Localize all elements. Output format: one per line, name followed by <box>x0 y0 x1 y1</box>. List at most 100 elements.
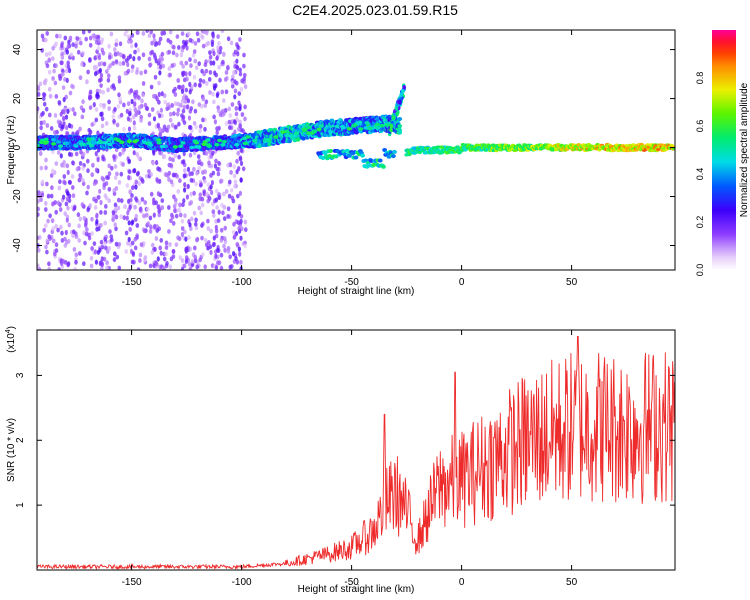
noise-blob <box>197 102 202 107</box>
noise-blob <box>229 187 234 193</box>
noise-blob <box>42 96 46 101</box>
noise-blob <box>114 59 119 64</box>
noise-blob <box>107 171 112 177</box>
noise-blob <box>108 229 112 235</box>
ridge-hotspot <box>79 142 85 146</box>
noise-blob <box>201 252 205 258</box>
noise-blob <box>168 30 173 35</box>
lower-branch-cell <box>381 164 386 169</box>
noise-blob <box>113 107 117 112</box>
noise-streak <box>126 68 130 74</box>
noise-blob <box>164 172 168 178</box>
noise-blob <box>137 200 142 206</box>
noise-blob <box>71 185 75 190</box>
noise-blob <box>53 200 57 205</box>
noise-blob <box>201 43 206 49</box>
noise-blob <box>130 193 134 198</box>
noise-streak <box>98 260 102 266</box>
noise-blob <box>54 161 59 167</box>
noise-blob <box>107 55 112 60</box>
ridge-hotspot <box>178 144 184 148</box>
noise-blob <box>181 108 186 114</box>
noise-blob <box>215 205 219 210</box>
noise-blob <box>51 168 55 174</box>
noise-streak <box>62 109 66 115</box>
noise-blob <box>150 250 155 255</box>
noise-blob <box>137 181 141 187</box>
noise-streak <box>237 166 241 172</box>
noise-blob <box>181 64 185 69</box>
noise-streak <box>132 150 136 156</box>
noise-streak <box>180 231 184 238</box>
noise-streak <box>182 198 186 204</box>
noise-blob <box>116 51 120 56</box>
noise-blob <box>222 243 226 249</box>
noise-blob <box>76 212 81 218</box>
noise-streak <box>127 175 131 181</box>
noise-blob <box>139 242 144 248</box>
noise-streak <box>184 258 188 264</box>
noise-blob <box>194 221 198 227</box>
noise-blob <box>123 204 127 210</box>
noise-blob <box>201 96 206 102</box>
noise-blob <box>172 44 176 50</box>
noise-streak <box>188 222 192 228</box>
noise-blob <box>143 200 147 205</box>
noise-blob <box>74 234 79 239</box>
noise-blob <box>50 185 54 191</box>
heatmap-x-tick-label: -150 <box>122 277 142 288</box>
snr-x-tick-label: 50 <box>566 577 578 588</box>
noise-blob <box>148 263 153 269</box>
noise-streak <box>62 194 66 200</box>
noise-blob <box>74 252 79 258</box>
noise-streak <box>188 171 192 177</box>
snr-y-tick-label: 1 <box>15 502 26 508</box>
noise-blob <box>47 58 51 63</box>
noise-streak <box>188 81 192 87</box>
noise-blob <box>41 110 45 116</box>
upward-feature-cell <box>402 85 407 90</box>
noise-blob <box>64 201 69 207</box>
noise-blob <box>223 236 227 242</box>
noise-blob <box>238 37 242 42</box>
ridge-hotspot <box>189 145 195 150</box>
noise-blob <box>209 228 213 234</box>
noise-blob <box>117 75 122 81</box>
noise-blob <box>236 193 240 199</box>
noise-blob <box>174 213 179 219</box>
noise-blob <box>165 102 170 108</box>
heatmap-y-tick-label: 20 <box>12 93 23 105</box>
noise-blob <box>189 177 194 183</box>
noise-blob <box>113 222 117 227</box>
noise-blob <box>130 240 135 246</box>
noise-blob <box>188 57 192 62</box>
ridge-hotspot <box>293 131 300 135</box>
noise-streak <box>214 265 218 270</box>
noise-blob <box>158 36 163 42</box>
noise-blob <box>47 69 52 75</box>
noise-streak <box>126 116 130 122</box>
noise-blob <box>100 123 105 129</box>
noise-blob <box>122 147 127 152</box>
noise-blob <box>136 155 141 160</box>
noise-blob <box>177 207 182 213</box>
noise-blob <box>107 163 111 169</box>
noise-streak <box>217 125 221 131</box>
noise-blob <box>85 79 89 84</box>
noise-blob <box>153 74 158 80</box>
snr-y-tick-label: 3 <box>15 372 26 378</box>
noise-streak <box>153 223 157 229</box>
noise-streak <box>214 224 218 230</box>
noise-streak <box>127 220 131 226</box>
ridge-hotspot <box>57 144 64 148</box>
noise-blob <box>131 114 136 120</box>
noise-blob <box>81 178 85 183</box>
noise-blob <box>133 107 137 112</box>
noise-blob <box>208 50 212 55</box>
noise-blob <box>189 106 193 111</box>
upward-feature-cell <box>394 105 399 111</box>
ridge-hotspot <box>278 132 284 137</box>
noise-blob <box>205 191 209 197</box>
noise-streak <box>209 249 213 255</box>
heatmap-y-tick-label: -20 <box>12 189 23 204</box>
